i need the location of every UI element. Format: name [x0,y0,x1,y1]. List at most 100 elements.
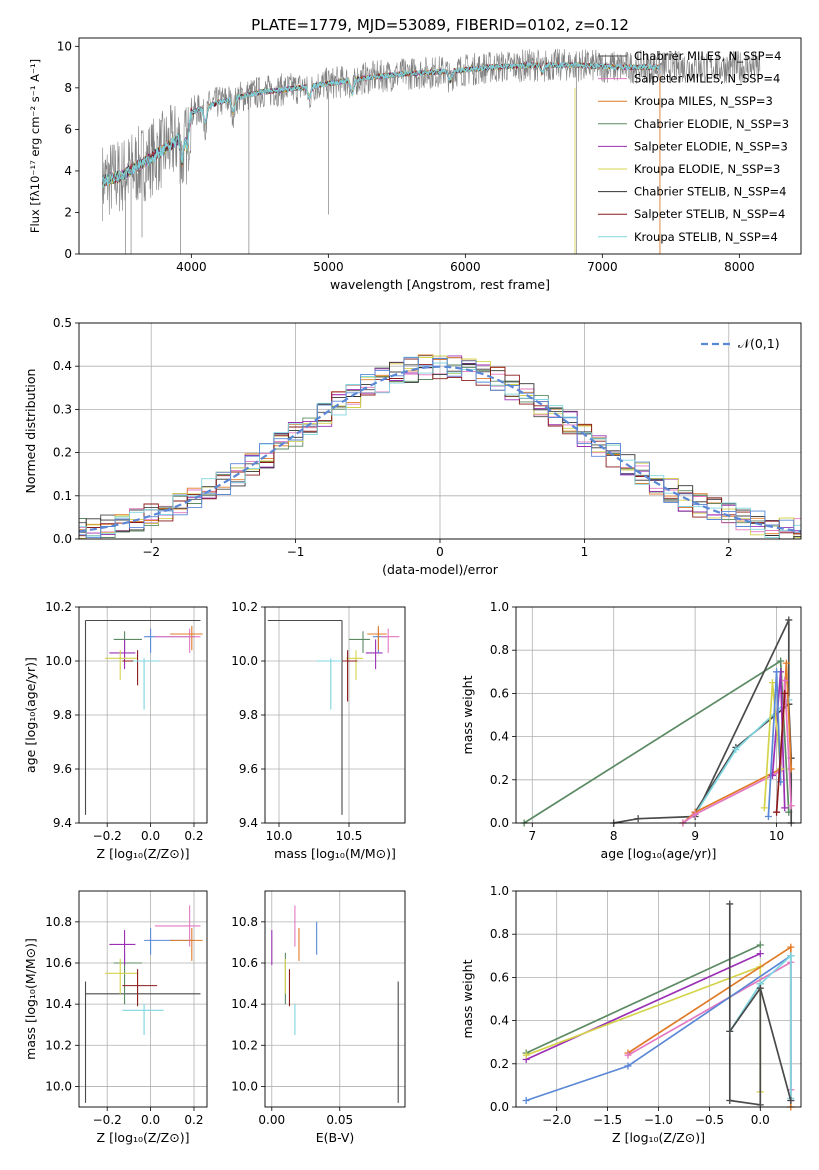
y-axis-label: Normed distribution [23,369,38,494]
residual-histogram-panel: −2 −1 0 1 2 0.0 0.1 0.2 0.3 0.4 0.5 (data-model)/er… [23,316,802,577]
age-vs-mass-panel: 10.0 10.5 9.4 9.6 9.8 10.0 10.2 mass [log₁₀(M/M… [231,600,406,861]
x-tick-label: 0.0 [141,829,160,843]
weight-line-0 [525,944,761,1054]
weight-point-marker [760,804,768,812]
x-tick-label: 8 [610,829,618,843]
weight-point-marker [756,984,764,992]
x-tick-label: 7 [528,829,536,843]
x-tick-label: 10 [769,829,784,843]
y-tick-label: 10.0 [231,1079,258,1093]
weight-line-7 [729,953,792,1099]
y-tick-label: 0.4 [490,730,509,744]
weight-point-marker [781,676,789,684]
x-axis-label: Z [log₁₀(Z/Z⊙)] [612,1130,705,1145]
y-axis-label: mass [log₁₀(M/M⊙)] [23,938,38,1060]
weight-point-marker [522,1051,530,1059]
weight-line-1 [525,952,761,1061]
weight-point-marker [787,802,795,810]
x-tick-label: 0.00 [258,1113,285,1127]
y-tick-label: 0.6 [490,970,509,984]
weight-point-marker [787,1097,795,1105]
legend-entry: Kroupa STELIB, N_SSP=4 [634,230,778,244]
x-axis-label: (data-model)/error [382,562,499,577]
x-tick-label: 5000 [313,260,344,274]
x-tick-label: −1.5 [593,1113,622,1127]
weight-point-marker [726,1027,734,1035]
y-axis-label: age [log₁₀(age/yr)] [23,657,38,773]
axes-frame [78,890,208,1108]
y-axis-label: mass weight [460,959,475,1038]
x-axis-label: mass [log₁₀(M/M⊙)] [274,846,396,861]
y-tick-label: 0.8 [490,643,509,657]
axes-frame [264,606,406,824]
grid-lines [265,606,405,824]
model-spectrum-top [102,62,660,188]
normal-reference-curve [78,365,802,533]
weight-point-marker [634,815,642,823]
mass-weight-vs-age-panel: 7 8 9 10 0.0 0.2 0.4 0.6 0.8 1.0 age [log₁₀(age/yr… [460,600,802,861]
legend-entry: Salpeter STELIB, N_SSP=4 [634,207,785,221]
legend-entry: Kroupa ELODIE, N_SSP=3 [634,162,780,176]
y-tick-label: 1.0 [490,600,509,614]
y-tick-label: 9.6 [239,762,258,776]
y-tick-label: 2 [64,205,72,219]
y-tick-label: 6 [64,122,72,136]
axes-frame [78,322,802,540]
x-tick-label: −0.2 [93,829,122,843]
x-axis-label: Z [log₁₀(Z/Z⊙)] [97,846,190,861]
legend-entry: Chabrier MILES, N_SSP=4 [634,49,781,63]
y-tick-label: 0.2 [490,773,509,787]
weight-point-marker [773,668,781,676]
grid-lines [516,606,801,824]
axes-frame [78,606,208,824]
y-tick-label: 9.4 [239,816,258,830]
weight-point-marker [787,943,795,951]
x-axis-label: wavelength [Angstrom, rest frame] [330,277,550,292]
y-tick-label: 9.8 [239,708,258,722]
x-tick-label: −2 [142,545,160,559]
residual-histogram-9 [79,357,801,538]
y-tick-label: 10.0 [45,1079,72,1093]
y-tick-label: 10.8 [231,915,258,929]
y-tick-label: 10.2 [45,600,72,614]
weight-point-marker [777,657,785,665]
y-tick-label: 10.0 [231,654,258,668]
legend-entry: Chabrier STELIB, N_SSP=4 [634,185,786,199]
y-tick-label: 0.1 [53,489,72,503]
y-tick-label: 10.0 [45,654,72,668]
y-tick-label: 10.2 [231,600,258,614]
weight-point-marker [756,950,764,958]
weight-point-marker [624,1062,632,1070]
grid-lines [79,891,207,1107]
x-tick-label: 0.0 [751,1113,770,1127]
axes-frame [515,890,802,1108]
weight-point-marker [691,810,699,818]
x-tick-label: 2 [725,545,733,559]
weight-point-marker [522,1097,530,1105]
residual-histogram-5 [79,355,801,539]
y-tick-label: 0 [64,247,72,261]
y-tick-label: 0.0 [53,532,72,546]
x-tick-label: −1 [287,545,305,559]
y-tick-label: 0.4 [490,1014,509,1028]
y-tick-label: 9.4 [53,816,72,830]
x-tick-label: −0.2 [93,1113,122,1127]
x-axis-label: age [log₁₀(age/yr)] [601,846,717,861]
x-tick-label: 0 [436,545,444,559]
weight-point-marker [764,813,772,821]
x-tick-label: −1.0 [644,1113,673,1127]
weight-point-marker [732,746,740,754]
y-tick-label: 10 [57,39,72,53]
axes-frame [515,606,802,824]
y-tick-label: 0.5 [53,316,72,330]
mass-vs-extinction-panel: 0.00 0.05 10.0 10.2 10.4 10.6 10.8 E(B-V) [231,890,406,1145]
weight-point-marker [756,941,764,949]
y-tick-label: 9.8 [53,708,72,722]
y-tick-label: 0.4 [53,359,72,373]
y-tick-label: 0.3 [53,402,72,416]
y-tick-label: 1.0 [490,884,509,898]
weight-line-2 [525,965,762,1092]
y-tick-label: 10.4 [231,997,258,1011]
y-tick-label: 0.2 [53,446,72,460]
weight-point-marker [773,808,781,816]
